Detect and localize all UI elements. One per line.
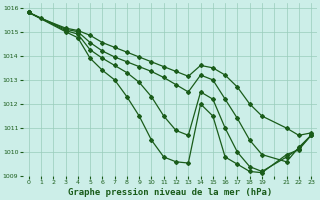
X-axis label: Graphe pression niveau de la mer (hPa): Graphe pression niveau de la mer (hPa): [68, 188, 272, 197]
